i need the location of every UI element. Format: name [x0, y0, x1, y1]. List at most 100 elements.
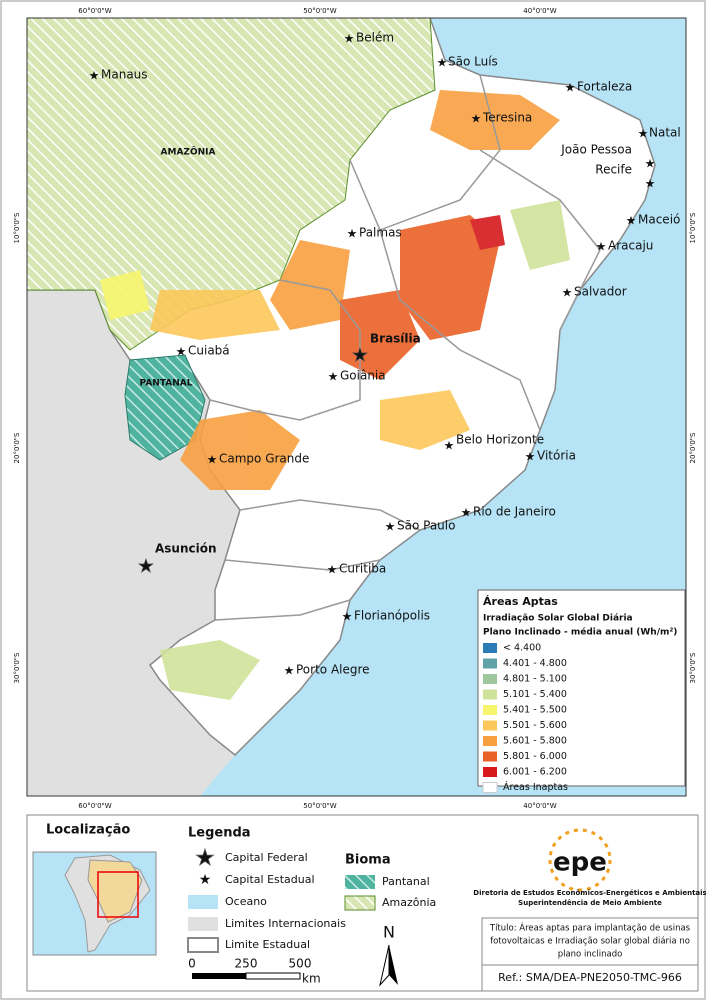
city-marker: ★ [347, 227, 358, 241]
city-label: Manaus [101, 68, 148, 82]
state-borders [209, 74, 601, 621]
city-marker: ★ [284, 664, 295, 678]
icon-pantanal [345, 875, 375, 889]
north-label: N [383, 923, 395, 942]
city-marker: ★ [207, 453, 218, 467]
icon-state [187, 937, 219, 953]
title-line: plano inclinado [558, 950, 623, 960]
lon-label: 50°0'0"W [303, 7, 336, 15]
class-label: 5.801 - 6.000 [503, 751, 567, 762]
lat-label: 20°0'0"S [13, 432, 21, 463]
lat-label: 10°0'0"S [13, 212, 21, 243]
class-label: 4.401 - 4.800 [503, 658, 567, 669]
class-label: < 4.400 [503, 643, 541, 654]
city-marker: ★ [328, 370, 339, 384]
legend-subtitle: Plano Inclinado - média anual (Wh/m²) [483, 627, 677, 638]
city-label: São Paulo [397, 519, 455, 533]
capital-label: Brasília [370, 332, 421, 346]
org-line: Diretoria de Estudos Econômicos-Energéti… [473, 889, 706, 897]
legend-label: Capital Estadual [225, 873, 315, 886]
city-label: Cuiabá [188, 344, 230, 358]
lon-label: 60°0'0"W [78, 802, 111, 810]
logo-text: epe [553, 848, 607, 878]
lon-label: 60°0'0"W [78, 7, 111, 15]
city-marker: ★ [562, 286, 573, 300]
city-label: São Luís [448, 55, 498, 69]
class-label: Áreas Inaptas [503, 781, 568, 793]
epe-logo: epe [548, 828, 612, 892]
city-marker: ★ [525, 450, 536, 464]
legend-label: Limites Internacionais [225, 917, 346, 930]
org-line: Superintendência de Meio Ambiente [518, 899, 662, 907]
city-label: Campo Grande [219, 452, 309, 466]
lon-label: 40°0'0"W [523, 802, 556, 810]
city-marker: ★ [645, 177, 656, 191]
class-label: 5.501 - 5.600 [503, 720, 567, 731]
title-box [481, 917, 699, 966]
city-label: Recife [595, 163, 632, 177]
city-marker: ★ [327, 563, 338, 577]
city-marker: ★ [638, 127, 649, 141]
lat-label: 30°0'0"S [13, 652, 21, 683]
bioma-label: Pantanal [382, 875, 430, 888]
class-swatch [483, 658, 497, 669]
inset-map [32, 851, 157, 956]
city-marker: ★ [565, 81, 576, 95]
aptas-legend: Áreas Aptas Irradiação Solar Global Diár… [477, 589, 686, 793]
city-label: Salvador [574, 285, 627, 299]
city-label: Natal [649, 126, 681, 140]
city-marker: ★ [176, 345, 187, 359]
scale-label: 500 [289, 957, 312, 971]
city-label: Aracaju [608, 239, 653, 253]
title-line: Título: Áreas aptas para implantação de … [489, 922, 691, 934]
class-label: 5.401 - 5.500 [503, 705, 567, 716]
capital-label: Asunción [155, 542, 217, 556]
city-marker: ★ [344, 32, 355, 46]
icon-borders [188, 917, 218, 931]
legend-title: Áreas Aptas [483, 595, 558, 608]
legend-subtitle: Irradiação Solar Global Diária [483, 614, 633, 624]
scale-bar [192, 972, 301, 980]
city-label: Goiânia [340, 369, 386, 383]
class-swatch [483, 720, 497, 731]
city-marker: ★ [444, 439, 455, 453]
bioma-label: Amazônia [382, 896, 436, 909]
legend-label: Oceano [225, 895, 267, 908]
scale-label: 0 [188, 957, 196, 971]
class-label: 5.101 - 5.400 [503, 689, 567, 700]
class-swatch [483, 674, 497, 684]
icon-ocean [188, 895, 218, 909]
city-label: Curitiba [339, 562, 386, 576]
scale-label: 250 [235, 957, 258, 971]
city-label: Belo Horizonte [456, 433, 544, 447]
lat-label: 30°0'0"S [689, 652, 697, 683]
class-label: 6.001 - 6.200 [503, 767, 567, 778]
legend-label: Limite Estadual [225, 938, 310, 951]
city-label: Palmas [359, 226, 402, 240]
north-arrow: N [379, 923, 398, 987]
city-marker: ★ [645, 157, 656, 171]
pantanal-biome [124, 354, 206, 461]
city-label: Rio de Janeiro [473, 505, 556, 519]
icon-capital-estadual: ★ [199, 872, 212, 888]
city-marker: ★ [471, 112, 482, 126]
class-swatch [483, 643, 497, 653]
city-marker: ★ [89, 69, 100, 83]
class-label: 5.601 - 5.800 [503, 736, 567, 747]
class-swatch [483, 767, 497, 777]
city-marker: ★ [385, 520, 396, 534]
region-label: PANTANAL [140, 379, 193, 389]
capital-marker: ★ [352, 345, 368, 366]
city-marker: ★ [342, 610, 353, 624]
ref-text: Ref.: SMA/DEA-PNE2050-TMC-966 [498, 971, 682, 984]
city-marker: ★ [626, 214, 637, 228]
city-label: Belém [356, 31, 394, 45]
icon-capital-federal: ★ [195, 846, 215, 871]
city-marker: ★ [461, 506, 472, 520]
city-label: Fortaleza [577, 80, 632, 94]
lat-label: 10°0'0"S [689, 212, 697, 243]
city-label: Porto Alegre [296, 663, 370, 677]
lat-label: 20°0'0"S [689, 432, 697, 463]
bioma-heading: Bioma [345, 853, 391, 868]
